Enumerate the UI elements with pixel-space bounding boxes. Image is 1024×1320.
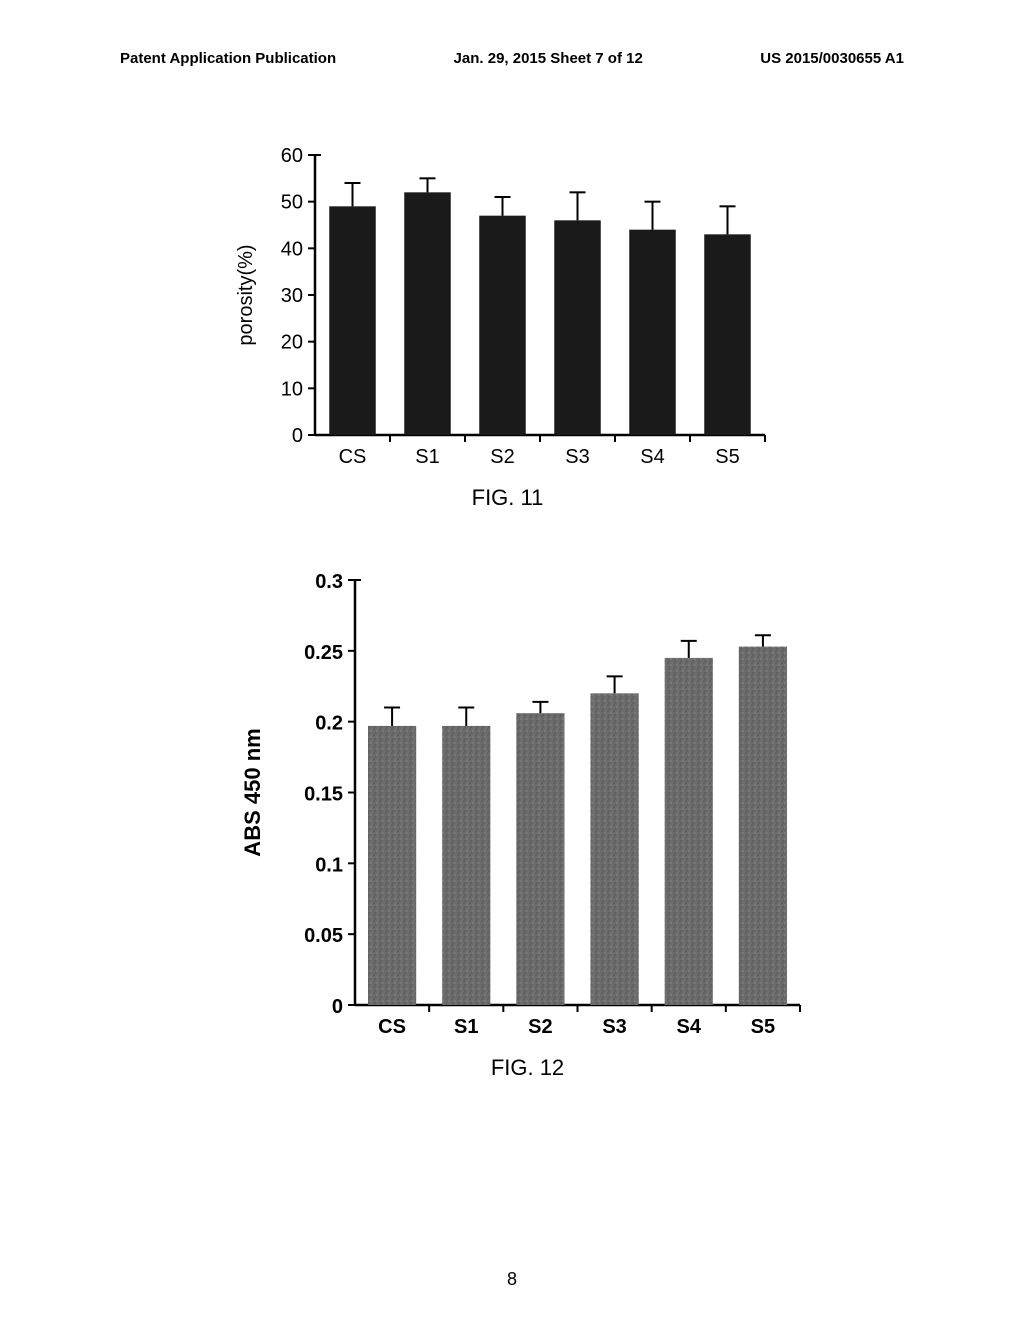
svg-text:0.15: 0.15	[304, 784, 343, 806]
svg-text:0.05: 0.05	[304, 925, 343, 947]
svg-text:10: 10	[281, 378, 303, 400]
figure-11-label: FIG. 11	[230, 485, 785, 511]
porosity-bar-chart: 0 10 20 30 40 50 60 porosity(%) CS S1 S2 S3 S4 S5	[230, 140, 785, 480]
svg-text:CS: CS	[378, 1016, 406, 1038]
figure-12-container: 0 0.05 0.1 0.15 0.2 0.25 0.3 ABS 450 nm CS S1 S2 S3…	[235, 560, 820, 1090]
svg-text:S2: S2	[528, 1016, 552, 1038]
svg-text:0.1: 0.1	[315, 854, 343, 876]
patent-header: Patent Application Publication Jan. 29, …	[0, 50, 1024, 67]
svg-text:0.25: 0.25	[304, 642, 343, 664]
abs450-bar-chart: 0 0.05 0.1 0.15 0.2 0.25 0.3 ABS 450 nm CS S1 S2 S3…	[235, 560, 820, 1050]
svg-text:S4: S4	[640, 446, 664, 468]
figure-11-container: 0 10 20 30 40 50 60 porosity(%) CS S1 S2 S3 S4 S5 FIG…	[230, 140, 785, 520]
svg-text:30: 30	[281, 285, 303, 307]
svg-text:S5: S5	[751, 1016, 775, 1038]
svg-text:50: 50	[281, 192, 303, 214]
header-left: Patent Application Publication	[120, 50, 336, 67]
svg-text:0: 0	[332, 996, 343, 1018]
svg-text:60: 60	[281, 145, 303, 167]
svg-text:S2: S2	[490, 446, 514, 468]
svg-text:40: 40	[281, 238, 303, 260]
svg-text:CS: CS	[339, 446, 367, 468]
header-center: Jan. 29, 2015 Sheet 7 of 12	[454, 50, 643, 67]
svg-text:S3: S3	[565, 446, 589, 468]
svg-text:20: 20	[281, 332, 303, 354]
svg-text:porosity(%): porosity(%)	[235, 244, 257, 345]
svg-text:S4: S4	[677, 1016, 702, 1038]
figure-12-label: FIG. 12	[235, 1055, 820, 1081]
svg-text:S1: S1	[415, 446, 439, 468]
page-number: 8	[0, 1269, 1024, 1290]
svg-text:0.3: 0.3	[315, 571, 343, 593]
svg-text:ABS 450 nm: ABS 450 nm	[240, 728, 265, 856]
svg-text:S3: S3	[602, 1016, 626, 1038]
svg-text:0: 0	[292, 425, 303, 447]
svg-text:S1: S1	[454, 1016, 478, 1038]
header-right: US 2015/0030655 A1	[760, 50, 904, 67]
svg-text:S5: S5	[715, 446, 739, 468]
svg-text:0.2: 0.2	[315, 713, 343, 735]
